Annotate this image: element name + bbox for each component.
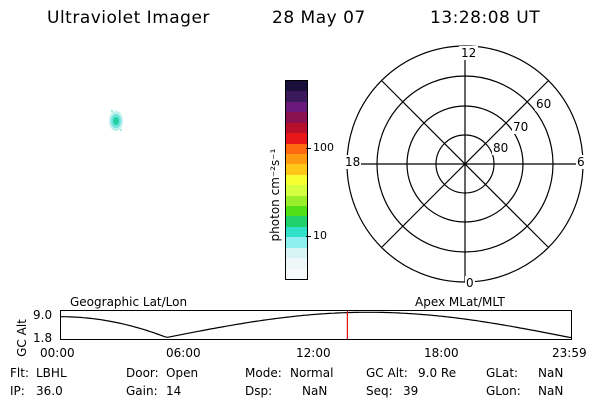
glon-value: NaN [538, 384, 564, 398]
date-label: 28 May 07 [272, 8, 366, 28]
colorbar-segment [286, 122, 307, 134]
seq-label: Seq: [366, 384, 393, 398]
seq-value: 39 [403, 384, 419, 398]
orbit-xtick-2: 12:00 [296, 346, 331, 360]
colorbar-segment [286, 91, 307, 103]
colorbar-segment [286, 185, 307, 197]
orbit-plot [60, 310, 572, 340]
polar-plot [340, 45, 590, 295]
orbit-left-title: Geographic Lat/Lon [70, 295, 188, 309]
gain-value: 14 [166, 384, 182, 398]
colorbar-segment [286, 153, 307, 165]
colorbar-segment [286, 216, 307, 228]
lat-60-label: 60 [535, 97, 553, 111]
flt-value: LBHL [36, 366, 67, 380]
dsp-value: NaN [302, 384, 328, 398]
colorbar-segment [286, 206, 307, 217]
flt-label: Flt: [10, 366, 29, 380]
mlt-18-label: 18 [344, 155, 362, 169]
ip-label: IP: [10, 384, 25, 398]
mlt-12-label: 12 [459, 46, 479, 60]
gcalt-label: GC Alt: [366, 366, 408, 380]
ip-value: 36.0 [36, 384, 63, 398]
colorbar [285, 80, 308, 280]
mode-label: Mode: [245, 366, 282, 380]
mlt-0-label: 0 [465, 276, 475, 290]
orbit-xtick-1: 06:00 [166, 346, 201, 360]
colorbar-segment [286, 133, 307, 144]
dsp-label: Dsp: [245, 384, 273, 398]
colorbar-segment [286, 174, 307, 186]
colorbar-segment [286, 112, 307, 124]
colorbar-tick-10 [306, 236, 311, 237]
colorbar-segment [286, 268, 307, 279]
orbit-right-title: Apex MLat/MLT [415, 295, 505, 309]
uv-image-blob [109, 110, 123, 131]
colorbar-segment [286, 101, 307, 113]
colorbar-segment [286, 143, 307, 155]
door-value: Open [166, 366, 199, 380]
colorbar-segment [286, 247, 307, 259]
orbit-xtick-4: 23:59 [552, 346, 587, 360]
colorbar-label-100: 100 [313, 141, 334, 154]
glat-value: NaN [538, 366, 564, 380]
colorbar-segment [286, 81, 307, 92]
polar-grid [346, 45, 584, 283]
colorbar-label-10: 10 [313, 229, 327, 242]
gcalt-value: 9.0 Re [418, 366, 457, 380]
app-title: Ultraviolet Imager [47, 8, 210, 28]
glat-label: GLat: [486, 366, 519, 380]
mlt-6-label: 6 [576, 155, 586, 169]
orbit-y-top: 9.0 [33, 308, 53, 322]
colorbar-segment [286, 226, 307, 238]
colorbar-tick-100 [306, 148, 311, 149]
colorbar-unit-label: photon cm⁻²s⁻¹ [268, 148, 282, 242]
door-label: Door: [126, 366, 159, 380]
orbit-svg [60, 310, 572, 340]
time-label: 13:28:08 UT [430, 8, 541, 28]
orbit-y-bottom: 1.8 [33, 331, 53, 345]
colorbar-segment [286, 195, 307, 207]
lat-70-label: 70 [512, 120, 530, 134]
orbit-xtick-0: 00:00 [40, 346, 75, 360]
orbit-altitude-curve [60, 311, 572, 339]
orbit-yaxis-label: GC Alt [15, 319, 29, 357]
colorbar-segment [286, 164, 307, 176]
uv-image-panel [60, 60, 260, 280]
colorbar-segment [286, 237, 307, 249]
orbit-xtick-3: 18:00 [424, 346, 459, 360]
lat-80-label: 80 [492, 141, 510, 155]
mode-value: Normal [290, 366, 334, 380]
glon-label: GLon: [486, 384, 521, 398]
colorbar-segment [286, 258, 307, 270]
gain-label: Gain: [126, 384, 158, 398]
